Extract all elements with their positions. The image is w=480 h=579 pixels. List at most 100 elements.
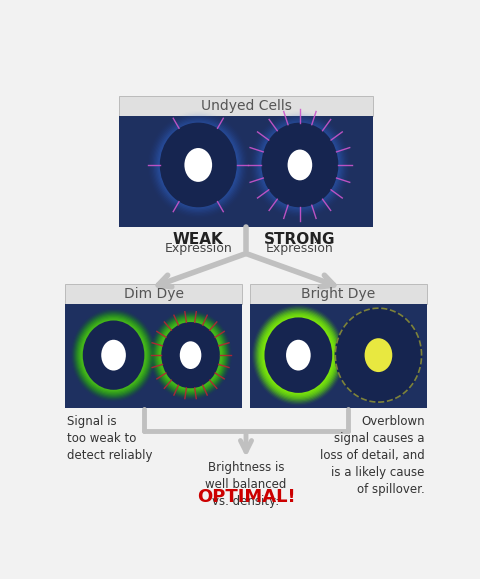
Ellipse shape bbox=[271, 325, 326, 385]
Ellipse shape bbox=[163, 127, 234, 203]
Ellipse shape bbox=[366, 342, 391, 368]
Ellipse shape bbox=[362, 337, 395, 373]
Ellipse shape bbox=[169, 332, 212, 378]
Ellipse shape bbox=[261, 123, 339, 207]
Ellipse shape bbox=[287, 151, 313, 179]
Ellipse shape bbox=[285, 341, 312, 369]
Ellipse shape bbox=[263, 126, 336, 204]
Ellipse shape bbox=[161, 322, 220, 389]
Ellipse shape bbox=[341, 314, 416, 395]
Ellipse shape bbox=[98, 339, 129, 372]
Ellipse shape bbox=[103, 343, 124, 367]
Ellipse shape bbox=[183, 347, 198, 363]
Ellipse shape bbox=[255, 309, 341, 402]
Ellipse shape bbox=[276, 140, 324, 190]
Ellipse shape bbox=[263, 317, 334, 394]
Ellipse shape bbox=[335, 307, 422, 403]
Ellipse shape bbox=[343, 317, 414, 393]
Ellipse shape bbox=[151, 313, 230, 398]
Ellipse shape bbox=[294, 350, 303, 360]
Ellipse shape bbox=[296, 353, 301, 358]
Ellipse shape bbox=[254, 116, 346, 214]
Ellipse shape bbox=[264, 318, 333, 393]
Ellipse shape bbox=[299, 164, 301, 166]
Ellipse shape bbox=[160, 123, 237, 207]
Ellipse shape bbox=[365, 341, 392, 369]
Ellipse shape bbox=[170, 333, 211, 377]
Ellipse shape bbox=[173, 335, 208, 375]
Ellipse shape bbox=[276, 331, 321, 380]
Ellipse shape bbox=[72, 310, 155, 401]
Ellipse shape bbox=[162, 324, 219, 386]
Text: Overblown
signal causes a
loss of detail, and
is a likely cause
of spillover.: Overblown signal causes a loss of detail… bbox=[320, 415, 425, 496]
Ellipse shape bbox=[270, 133, 330, 197]
Ellipse shape bbox=[181, 147, 215, 183]
Ellipse shape bbox=[161, 323, 220, 387]
Ellipse shape bbox=[257, 119, 343, 211]
Ellipse shape bbox=[176, 141, 220, 189]
Ellipse shape bbox=[94, 334, 133, 376]
Ellipse shape bbox=[104, 345, 123, 366]
Text: OPTIMAL!: OPTIMAL! bbox=[197, 488, 295, 505]
Ellipse shape bbox=[272, 327, 324, 383]
Ellipse shape bbox=[184, 150, 213, 180]
Ellipse shape bbox=[87, 327, 140, 384]
FancyBboxPatch shape bbox=[65, 284, 242, 305]
Ellipse shape bbox=[164, 327, 217, 384]
FancyBboxPatch shape bbox=[119, 116, 373, 226]
Ellipse shape bbox=[290, 346, 307, 364]
Ellipse shape bbox=[279, 335, 317, 376]
Ellipse shape bbox=[275, 138, 325, 191]
Ellipse shape bbox=[189, 353, 192, 357]
Ellipse shape bbox=[374, 350, 383, 360]
Ellipse shape bbox=[353, 328, 404, 383]
Ellipse shape bbox=[267, 321, 329, 389]
Ellipse shape bbox=[83, 321, 144, 390]
Ellipse shape bbox=[265, 319, 332, 391]
Ellipse shape bbox=[348, 322, 409, 389]
Ellipse shape bbox=[156, 317, 226, 393]
Text: Signal is
too weak to
detect reliably: Signal is too weak to detect reliably bbox=[67, 415, 153, 462]
Ellipse shape bbox=[168, 133, 228, 197]
Ellipse shape bbox=[284, 340, 312, 371]
Ellipse shape bbox=[277, 141, 322, 189]
Ellipse shape bbox=[361, 336, 396, 374]
Ellipse shape bbox=[188, 154, 209, 176]
Ellipse shape bbox=[282, 337, 315, 373]
Ellipse shape bbox=[153, 314, 228, 397]
Ellipse shape bbox=[105, 346, 122, 365]
Ellipse shape bbox=[271, 134, 329, 196]
Ellipse shape bbox=[97, 337, 130, 373]
Ellipse shape bbox=[160, 322, 221, 389]
Ellipse shape bbox=[165, 328, 216, 383]
Text: WEAK: WEAK bbox=[173, 232, 224, 247]
Ellipse shape bbox=[155, 316, 227, 394]
Ellipse shape bbox=[288, 149, 312, 181]
Text: Brightness is
well balanced
vs. density:: Brightness is well balanced vs. density: bbox=[205, 461, 287, 508]
Ellipse shape bbox=[110, 351, 117, 359]
Ellipse shape bbox=[275, 329, 322, 381]
Ellipse shape bbox=[192, 158, 205, 172]
Ellipse shape bbox=[191, 157, 206, 173]
Ellipse shape bbox=[286, 340, 311, 371]
Ellipse shape bbox=[289, 345, 308, 365]
Ellipse shape bbox=[80, 318, 147, 392]
Ellipse shape bbox=[252, 305, 345, 405]
Ellipse shape bbox=[364, 340, 393, 371]
Ellipse shape bbox=[71, 309, 156, 402]
Ellipse shape bbox=[376, 353, 381, 358]
Ellipse shape bbox=[360, 335, 397, 375]
Ellipse shape bbox=[339, 312, 418, 398]
Ellipse shape bbox=[184, 148, 212, 182]
Text: Dim Dye: Dim Dye bbox=[124, 287, 183, 301]
Ellipse shape bbox=[282, 145, 318, 184]
Ellipse shape bbox=[78, 317, 149, 393]
Ellipse shape bbox=[185, 349, 196, 361]
Ellipse shape bbox=[289, 154, 311, 176]
Ellipse shape bbox=[357, 331, 400, 379]
Ellipse shape bbox=[182, 346, 199, 364]
Ellipse shape bbox=[155, 119, 241, 211]
Ellipse shape bbox=[370, 346, 387, 365]
Ellipse shape bbox=[254, 307, 343, 403]
Ellipse shape bbox=[293, 158, 306, 172]
